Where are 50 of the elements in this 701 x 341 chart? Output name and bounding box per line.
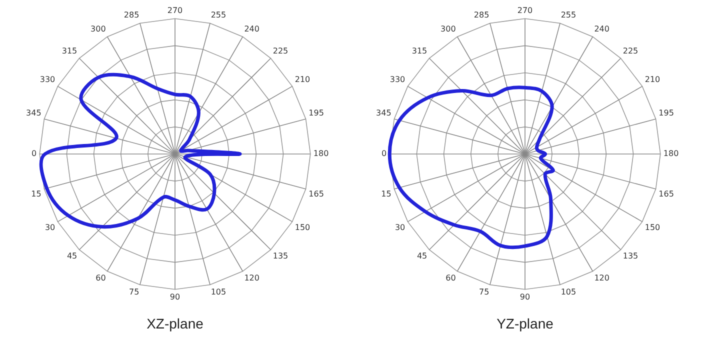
spoke-label: 135 [622, 252, 638, 261]
spoke-label: 330 [390, 75, 406, 84]
text: XZ-plane [146, 315, 204, 332]
spoke-label: 315 [62, 46, 78, 56]
spoke-label: 315 [412, 46, 428, 56]
spoke-label: 195 [658, 108, 674, 118]
spoke-label: 150 [644, 223, 660, 232]
spoke-label: 30 [44, 223, 56, 232]
spoke-label: 330 [40, 75, 56, 84]
spoke-label: 270 [167, 6, 183, 15]
spoke-label: 180 [313, 149, 329, 158]
spoke-label: 285 [124, 10, 140, 20]
spoke-label: 345 [26, 108, 42, 118]
spoke-label: 105 [210, 288, 226, 297]
spoke-label: 60 [446, 274, 456, 283]
spoke-label: 210 [644, 75, 660, 84]
spoke-label: 210 [294, 75, 310, 84]
spoke-label: 300 [440, 24, 456, 34]
spoke-label: 0 [32, 149, 37, 158]
spoke-label: 15 [381, 190, 392, 199]
spoke-label: 75 [478, 288, 490, 297]
spoke-label: 45 [416, 252, 428, 261]
spoke-label: 15 [31, 190, 42, 199]
spoke-label: 195 [308, 108, 324, 118]
spoke-label: 270 [517, 6, 533, 15]
spoke-label: 240 [594, 24, 610, 34]
spoke-label: 75 [128, 288, 140, 297]
spoke-label: 165 [308, 190, 324, 199]
spoke-label: 285 [474, 10, 490, 20]
spoke-label: 150 [294, 223, 310, 232]
spoke-label: 180 [663, 149, 679, 158]
spoke-label: 300 [90, 24, 106, 34]
text: YZ-plane [496, 315, 554, 332]
spoke-label: 105 [560, 288, 576, 297]
spoke-label: 90 [520, 292, 530, 302]
spoke-label: 345 [376, 108, 392, 118]
spoke-label: 225 [272, 46, 288, 56]
spoke-label: 240 [244, 24, 260, 34]
spoke-label: 60 [96, 274, 106, 283]
spoke-label: 165 [658, 190, 674, 199]
spoke-label: 255 [560, 10, 576, 20]
spoke-label: 0 [382, 149, 387, 158]
spoke-label: 225 [622, 46, 638, 56]
spoke-label: 255 [210, 10, 226, 20]
spoke-label: 30 [394, 223, 406, 232]
spoke-label: 120 [594, 274, 610, 283]
spoke-label: 45 [66, 252, 78, 261]
spoke-label: 90 [170, 292, 180, 302]
spoke-label: 120 [244, 274, 260, 283]
spoke-label: 135 [272, 252, 288, 261]
